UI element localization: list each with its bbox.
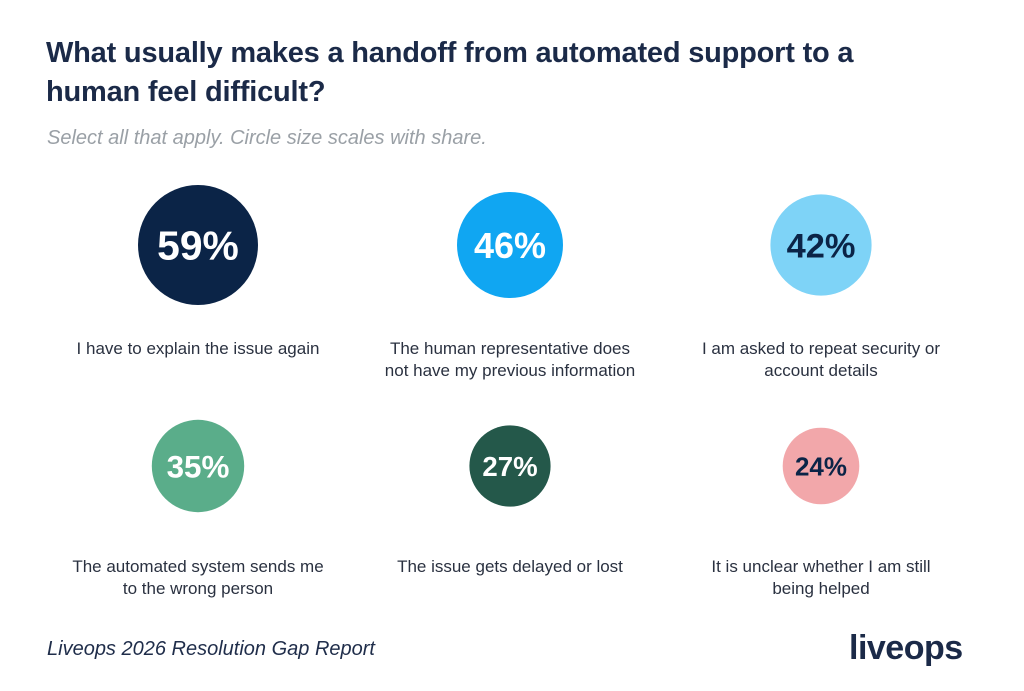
bubble-4 [469,425,551,507]
category-label-4: The issue gets delayed or lost [397,557,623,576]
bubble-value-label-1: 46% [474,225,546,266]
category-label-3: The automated system sends me to the wro… [72,557,324,598]
category-label-1: The human representative does not have m… [384,339,636,380]
bubble-3 [151,419,245,513]
bubble-value-label-3: 35% [167,449,230,484]
bubble-value-label-2: 42% [787,227,856,265]
bubble-value-label-0: 59% [157,223,239,269]
bubble-5 [782,427,860,505]
chart-title: What usually makes a handoff from automa… [46,37,854,108]
bubble-value-label-4: 27% [482,451,537,482]
bubble-0 [138,185,258,305]
bubble-2 [770,194,872,296]
category-label-5: It is unclear whether I am still being h… [711,557,931,598]
bubble-1 [457,192,563,298]
category-label-0: I have to explain the issue again [76,339,320,358]
liveops-logo: liveops [849,629,963,667]
bubble-value-label-5: 24% [795,451,847,481]
category-label-2: I am asked to repeat security or account… [701,339,941,380]
source-note: Liveops 2026 Resolution Gap Report [47,638,375,660]
chart-subtitle: Select all that apply. Circle size scale… [47,127,487,149]
